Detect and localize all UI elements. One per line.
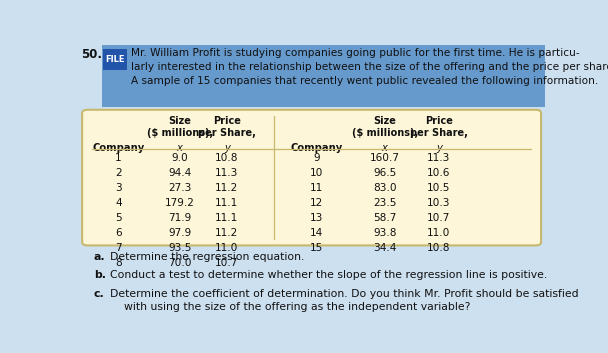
Text: 4: 4	[115, 198, 122, 208]
Text: b.: b.	[94, 270, 106, 280]
Text: 93.5: 93.5	[168, 243, 192, 253]
Text: 34.4: 34.4	[373, 243, 396, 253]
Text: Size
($ millions),: Size ($ millions),	[147, 116, 213, 138]
Text: 10.6: 10.6	[427, 168, 451, 178]
Text: 96.5: 96.5	[373, 168, 396, 178]
Text: 1: 1	[115, 153, 122, 163]
Text: Company: Company	[92, 143, 145, 153]
Text: 15: 15	[309, 243, 323, 253]
Text: 5: 5	[115, 213, 122, 223]
Text: y: y	[224, 143, 230, 153]
Text: 10.8: 10.8	[427, 243, 451, 253]
Text: 11.2: 11.2	[215, 183, 238, 193]
Text: 11.3: 11.3	[427, 153, 451, 163]
Text: Size
($ millions),: Size ($ millions),	[351, 116, 418, 138]
Text: Determine the regression equation.: Determine the regression equation.	[110, 252, 304, 262]
Text: 12: 12	[309, 198, 323, 208]
Text: 10.7: 10.7	[215, 258, 238, 268]
Text: 50.: 50.	[81, 48, 102, 61]
Text: 97.9: 97.9	[168, 228, 192, 238]
Text: Mr. William Profit is studying companies going public for the first time. He is : Mr. William Profit is studying companies…	[131, 48, 608, 85]
Text: 11.2: 11.2	[215, 228, 238, 238]
Bar	[102, 45, 545, 107]
Text: Conduct a test to determine whether the slope of the regression line is positive: Conduct a test to determine whether the …	[110, 270, 547, 280]
Text: c.: c.	[94, 289, 105, 299]
Text: 160.7: 160.7	[370, 153, 399, 163]
Text: FILE: FILE	[105, 55, 125, 64]
Text: 11.0: 11.0	[427, 228, 451, 238]
Text: x: x	[382, 143, 387, 153]
Text: 2: 2	[115, 168, 122, 178]
FancyBboxPatch shape	[82, 110, 541, 245]
Text: 11.1: 11.1	[215, 198, 238, 208]
Text: a.: a.	[94, 252, 106, 262]
Text: Determine the coefficient of determination. Do you think Mr. Profit should be sa: Determine the coefficient of determinati…	[110, 289, 579, 312]
Text: 11.1: 11.1	[215, 213, 238, 223]
Text: 9.0: 9.0	[171, 153, 188, 163]
Text: 10.3: 10.3	[427, 198, 451, 208]
Text: 93.8: 93.8	[373, 228, 396, 238]
Text: 11.0: 11.0	[215, 243, 238, 253]
Text: 11.3: 11.3	[215, 168, 238, 178]
Text: 83.0: 83.0	[373, 183, 396, 193]
Text: 9: 9	[313, 153, 320, 163]
Text: 7: 7	[115, 243, 122, 253]
Text: y: y	[436, 143, 442, 153]
Text: 58.7: 58.7	[373, 213, 396, 223]
Text: 3: 3	[115, 183, 122, 193]
Text: 8: 8	[115, 258, 122, 268]
Bar	[103, 49, 127, 70]
Text: 71.9: 71.9	[168, 213, 192, 223]
Text: 94.4: 94.4	[168, 168, 192, 178]
Text: 10.8: 10.8	[215, 153, 238, 163]
Text: 23.5: 23.5	[373, 198, 396, 208]
Text: 14: 14	[309, 228, 323, 238]
Text: 10: 10	[309, 168, 323, 178]
Text: 179.2: 179.2	[165, 198, 195, 208]
Text: x: x	[177, 143, 182, 153]
Text: Company: Company	[290, 143, 342, 153]
Text: 10.5: 10.5	[427, 183, 451, 193]
Text: 11: 11	[309, 183, 323, 193]
Text: 27.3: 27.3	[168, 183, 192, 193]
Text: 13: 13	[309, 213, 323, 223]
Text: 10.7: 10.7	[427, 213, 451, 223]
Text: Price
per Share,: Price per Share,	[410, 116, 468, 138]
Text: Price
per Share,: Price per Share,	[198, 116, 256, 138]
Text: 70.0: 70.0	[168, 258, 192, 268]
Text: 6: 6	[115, 228, 122, 238]
